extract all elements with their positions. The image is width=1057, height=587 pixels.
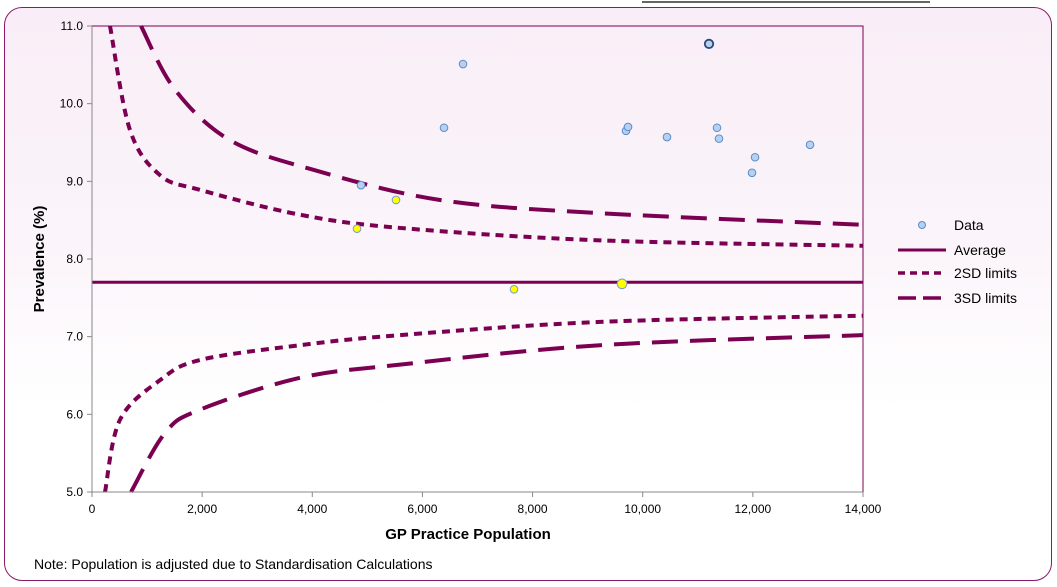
data-point — [616, 278, 628, 290]
3sd-upper-limit-line — [139, 25, 864, 227]
2sd-upper-limit-line — [108, 25, 864, 248]
y-tick-label: 5.0 — [66, 485, 83, 499]
legend-label: 2SD limits — [954, 265, 1017, 281]
x-tick-label: 10,000 — [624, 502, 661, 516]
x-axis-label: GP Practice Population — [385, 526, 551, 543]
x-tick-label: 4,000 — [297, 502, 327, 516]
data-point — [623, 122, 633, 132]
data-point — [750, 152, 760, 162]
legend-label: Average — [954, 242, 1006, 258]
legend-label: Data — [954, 217, 984, 233]
y-tick-label: 10.0 — [60, 97, 84, 111]
x-tick-label: 2,000 — [187, 502, 217, 516]
data-point — [712, 123, 722, 133]
y-axis-label: Prevalence (%) — [31, 206, 48, 313]
x-tick-label: 6,000 — [407, 502, 437, 516]
chart-frame — [4, 7, 1052, 581]
legend-data-marker — [918, 221, 926, 229]
x-tick-label: 0 — [89, 502, 96, 516]
data-point — [703, 38, 715, 49]
data-point — [458, 59, 468, 69]
x-tick-label: 8,000 — [518, 502, 548, 516]
data-point — [439, 123, 449, 133]
data-point — [509, 284, 519, 294]
legend-label: 3SD limits — [954, 290, 1017, 306]
data-point — [747, 168, 757, 178]
data-point — [352, 224, 362, 234]
y-tick-label: 9.0 — [66, 174, 83, 188]
data-point — [662, 132, 672, 142]
y-tick-label: 7.0 — [66, 330, 83, 344]
data-point — [391, 195, 401, 205]
y-tick-label: 6.0 — [66, 407, 83, 421]
3sd-lower-limit-line — [129, 333, 864, 493]
2sd-lower-limit-line — [103, 313, 864, 493]
footnote: Note: Population is adjusted due to Stan… — [34, 556, 433, 572]
data-point — [356, 180, 366, 190]
x-tick-label: 12,000 — [735, 502, 772, 516]
y-tick-label: 8.0 — [66, 252, 83, 266]
plot-area — [91, 25, 864, 493]
y-tick-label: 11.0 — [61, 19, 84, 33]
top-divider — [642, 1, 930, 3]
legend: Data Average 2SD limits 3SD limits — [898, 217, 1017, 306]
data-point — [714, 134, 724, 143]
data-point — [805, 140, 815, 150]
x-tick-label: 14,000 — [845, 502, 882, 516]
